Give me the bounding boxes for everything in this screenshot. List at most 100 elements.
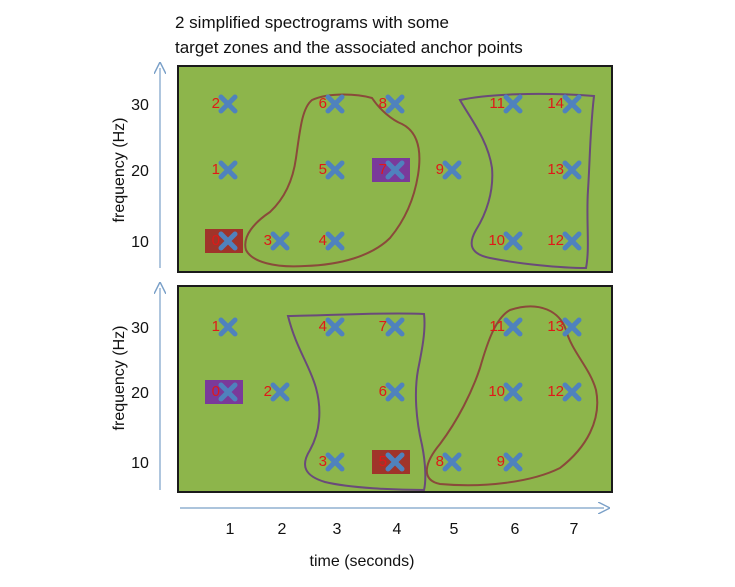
y-tick-labels-bottom: 30 20 10	[131, 320, 149, 472]
cross-marker	[385, 160, 405, 180]
x-tick-label: 2	[278, 521, 287, 538]
y-tick-label: 20	[131, 163, 149, 180]
point-number-label: 2	[212, 95, 220, 112]
figure-title-line-1: 2 simplified spectrograms with some	[175, 13, 449, 32]
cross-marker	[325, 94, 345, 114]
x-tick-labels: 1 2 3 4 5 6 7	[226, 521, 579, 538]
cross-marker	[270, 231, 290, 251]
anchor-point: 6	[319, 94, 345, 114]
point-number-label: 8	[436, 453, 444, 470]
anchor-point: 4	[319, 231, 345, 251]
cross-marker	[218, 231, 238, 251]
anchor-point: 3	[264, 231, 290, 251]
cross-marker	[503, 382, 523, 402]
x-tick-label: 6	[511, 521, 520, 538]
anchor-point: 10	[488, 231, 523, 251]
anchor-point: 12	[547, 231, 582, 251]
x-tick-label: 1	[226, 521, 235, 538]
anchor-point: 11	[489, 94, 523, 114]
point-number-label: 11	[489, 318, 505, 335]
point-number-label: 7	[379, 161, 387, 178]
y-tick-labels-top: 30 20 10	[131, 97, 149, 251]
cross-marker	[562, 382, 582, 402]
point-number-label: 12	[547, 383, 564, 400]
cross-marker	[442, 452, 462, 472]
x-axis-label: time (seconds)	[310, 553, 415, 570]
x-tick-label: 4	[393, 521, 402, 538]
cross-marker	[325, 231, 345, 251]
cross-marker	[218, 94, 238, 114]
y-tick-label: 30	[131, 320, 149, 337]
target-zone-bottom-1	[286, 312, 427, 492]
figure-title-line-2: target zones and the associated anchor p…	[175, 38, 523, 57]
anchor-point: 11	[489, 317, 523, 337]
point-number-label: 0	[212, 232, 220, 249]
anchor-point: 4	[319, 317, 345, 337]
anchor-point: 10	[488, 382, 523, 402]
point-number-label: 7	[379, 318, 387, 335]
anchor-point: 0	[205, 229, 243, 253]
target-zone-bottom-2	[425, 305, 599, 487]
point-number-label: 1	[212, 318, 220, 335]
anchor-point: 3	[319, 452, 345, 472]
point-number-label: 9	[497, 453, 505, 470]
point-number-label: 4	[319, 318, 327, 335]
cross-marker	[385, 94, 405, 114]
cross-marker	[385, 452, 405, 472]
anchor-point: 6	[379, 382, 405, 402]
cross-marker	[325, 160, 345, 180]
anchor-point: 0	[205, 380, 243, 404]
cross-marker	[385, 317, 405, 337]
anchor-point: 5	[319, 160, 345, 180]
anchor-point: 14	[547, 94, 582, 114]
cross-marker	[218, 382, 238, 402]
anchor-point: 5	[372, 450, 410, 474]
cross-marker	[562, 94, 582, 114]
point-number-label: 10	[488, 232, 505, 249]
point-number-label: 2	[264, 383, 272, 400]
point-number-label: 13	[547, 318, 564, 335]
point-number-label: 1	[212, 161, 220, 178]
x-tick-label: 5	[450, 521, 459, 538]
x-tick-label: 7	[570, 521, 579, 538]
y-tick-label: 10	[131, 455, 149, 472]
cross-marker	[503, 452, 523, 472]
cross-marker	[562, 160, 582, 180]
point-number-label: 12	[547, 232, 564, 249]
anchor-point: 13	[547, 160, 582, 180]
point-number-label: 10	[488, 383, 505, 400]
cross-marker	[503, 317, 523, 337]
anchor-point: 1	[212, 160, 238, 180]
target-zone-top-1	[244, 93, 421, 268]
target-zone-top-2	[458, 92, 596, 270]
anchor-point: 12	[547, 382, 582, 402]
y-tick-label: 30	[131, 97, 149, 114]
cross-marker	[562, 317, 582, 337]
cross-marker	[385, 382, 405, 402]
anchor-point: 9	[497, 452, 523, 472]
cross-marker	[218, 317, 238, 337]
anchor-point: 2	[212, 94, 238, 114]
point-number-label: 14	[547, 95, 564, 112]
point-number-label: 11	[489, 95, 505, 112]
point-number-label: 9	[436, 161, 444, 178]
anchor-point: 7	[379, 317, 405, 337]
x-tick-label: 3	[333, 521, 342, 538]
point-number-label: 0	[212, 383, 220, 400]
anchor-point: 13	[547, 317, 582, 337]
y-tick-label: 20	[131, 385, 149, 402]
point-number-label: 8	[379, 95, 387, 112]
cross-marker	[270, 382, 290, 402]
point-number-label: 3	[264, 232, 272, 249]
y-axis-label-bottom: frequency (Hz)	[111, 326, 128, 431]
anchor-point: 8	[436, 452, 462, 472]
anchor-point: 2	[264, 382, 290, 402]
y-axis-label-top: frequency (Hz)	[111, 118, 128, 223]
cross-marker	[503, 231, 523, 251]
anchor-point: 8	[379, 94, 405, 114]
cross-marker	[325, 317, 345, 337]
point-number-label: 6	[319, 95, 327, 112]
